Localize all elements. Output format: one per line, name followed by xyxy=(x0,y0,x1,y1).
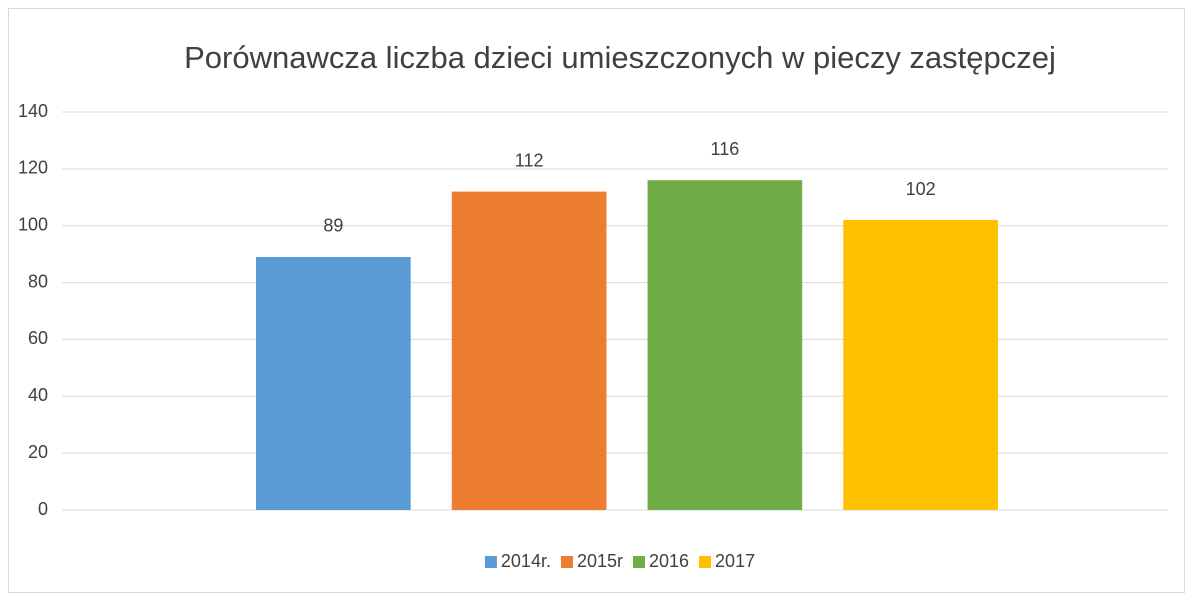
legend-swatch xyxy=(484,556,497,568)
data-label: 112 xyxy=(515,150,544,170)
y-tick-label: 80 xyxy=(28,271,48,291)
bar xyxy=(451,191,607,510)
y-tick-label: 60 xyxy=(28,328,48,348)
bar xyxy=(256,256,411,510)
legend-label: 2016 xyxy=(649,551,689,571)
y-tick-label: 40 xyxy=(28,385,48,405)
data-label: 89 xyxy=(323,216,343,236)
legend-swatch xyxy=(699,556,712,568)
y-tick-label: 0 xyxy=(38,499,48,519)
data-label: 116 xyxy=(711,139,740,159)
bar xyxy=(843,220,998,510)
legend-label: 2014r. xyxy=(501,551,551,571)
y-tick-label: 100 xyxy=(18,214,48,234)
y-tick-label: 20 xyxy=(28,442,48,462)
y-tick-label: 120 xyxy=(18,158,48,178)
data-label: 102 xyxy=(906,179,936,199)
chart-title: Porównawcza liczba dzieci umieszczonych … xyxy=(184,40,1056,75)
legend-label: 2015r xyxy=(577,551,623,571)
legend-swatch xyxy=(633,556,645,568)
bar xyxy=(647,180,803,510)
legend-swatch xyxy=(560,556,573,568)
legend-label: 2017 xyxy=(715,551,755,571)
y-tick-label: 140 xyxy=(18,101,48,121)
